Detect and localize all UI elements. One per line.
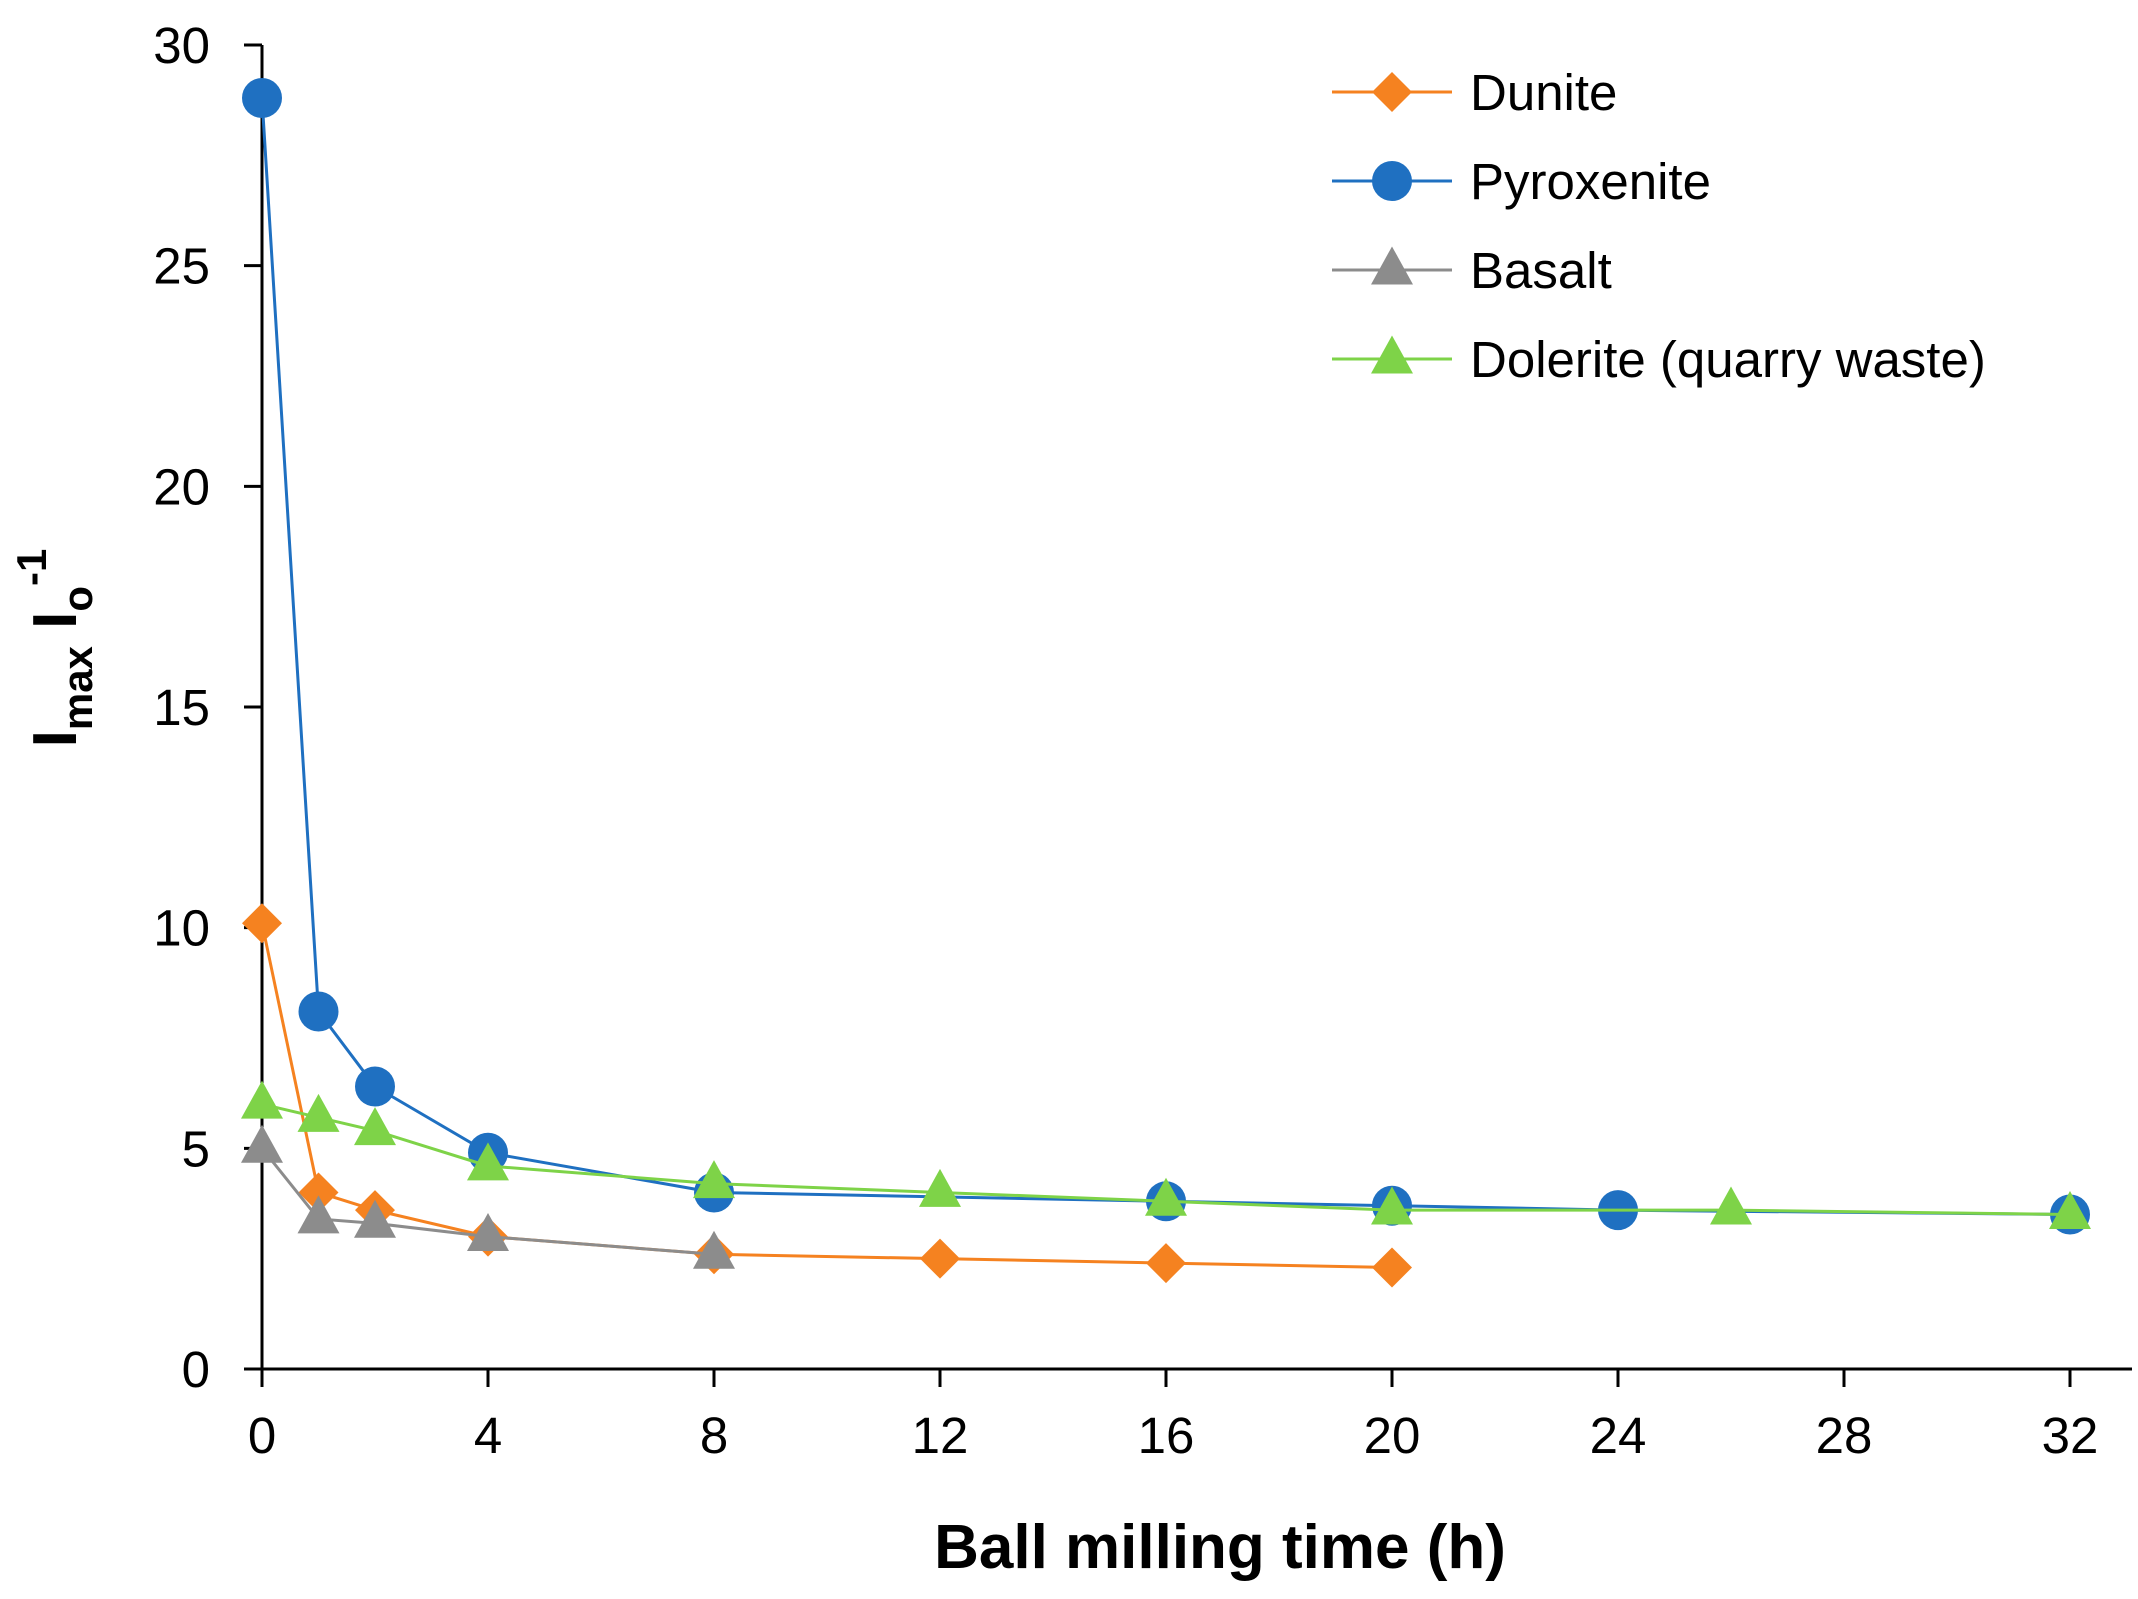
data-point-basalt [467,1213,509,1252]
x-tick-label: 0 [248,1407,276,1464]
data-point-pyroxenite [242,77,282,118]
y-tick-label: 10 [153,900,210,957]
data-point-dunite [920,1238,960,1279]
series-pyroxenite [242,77,2090,1235]
data-point-basalt [354,1199,396,1238]
legend-marker-dunite [1372,72,1412,112]
data-point-basalt [241,1124,283,1163]
y-tick-label: 20 [153,458,210,515]
series-dolerite-quarry-waste [241,1080,2091,1229]
data-point-basalt [297,1195,340,1234]
axes-layer: 0 5 10 15 20 25 30 0 4 8 12 16 20 24 28 32 [153,17,2132,1464]
data-point-dolerite-quarry-waste [919,1168,961,1207]
data-point-dolerite-quarry-waste [2049,1190,2091,1229]
legend-label-basalt: Basalt [1470,242,1612,299]
data-point-basalt [693,1230,735,1269]
data-point-dunite [298,1172,339,1213]
series-line-dunite [260,922,1393,1269]
series-line-pyroxenite [260,97,2071,1217]
series-dunite [242,903,1412,1288]
data-point-dolerite-quarry-waste [241,1080,283,1119]
x-tick-label: 16 [1138,1407,1195,1464]
y-tick-label: 5 [182,1120,210,1177]
x-tick-label: 32 [2042,1407,2099,1464]
legend-marker-dolerite-quarry-waste [1371,335,1413,374]
data-point-dolerite-quarry-waste [1710,1186,1752,1225]
data-point-dolerite-quarry-waste [467,1142,509,1181]
x-tick-label: 4 [474,1407,502,1464]
legend-label-dunite: Dunite [1470,64,1617,121]
data-point-pyroxenite [298,991,339,1032]
series-layer [241,77,2091,1288]
data-point-dolerite-quarry-waste [354,1107,396,1146]
x-tick-label: 20 [1364,1407,1421,1464]
y-tick-label: 0 [182,1341,210,1398]
legend-marker-pyroxenite [1372,161,1412,201]
legend-marker-basalt [1371,246,1413,285]
legend-label-pyroxenite: Pyroxenite [1470,153,1711,210]
series-basalt [241,1124,735,1269]
data-point-dolerite-quarry-waste [1371,1186,1413,1225]
data-point-dolerite-quarry-waste [693,1160,735,1199]
series-line-dolerite-quarry-waste [261,1102,2071,1217]
legend: Dunite Pyroxenite Basalt Dolerite (quarry w… [1332,64,1986,388]
data-point-dolerite-quarry-waste [1145,1177,1187,1216]
x-axis-title: Ball milling time (h) [934,1513,1506,1582]
legend-label-dolerite-quarry-waste: Dolerite (quarry waste) [1470,331,1986,388]
data-point-dolerite-quarry-waste [297,1093,340,1132]
data-point-dunite [1146,1243,1186,1284]
y-tick-label: 15 [153,679,210,736]
y-axis-title: Imax Io-1 [8,549,101,748]
x-tick-label: 24 [1590,1407,1647,1464]
data-point-dunite [1372,1247,1412,1288]
y-tick-label: 30 [153,17,210,74]
y-tick-label: 25 [153,238,210,295]
data-point-dunite [242,903,282,944]
x-tick-label: 28 [1816,1407,1873,1464]
x-tick-label: 12 [912,1407,969,1464]
x-tick-label: 8 [700,1407,728,1464]
data-point-pyroxenite [355,1066,395,1107]
